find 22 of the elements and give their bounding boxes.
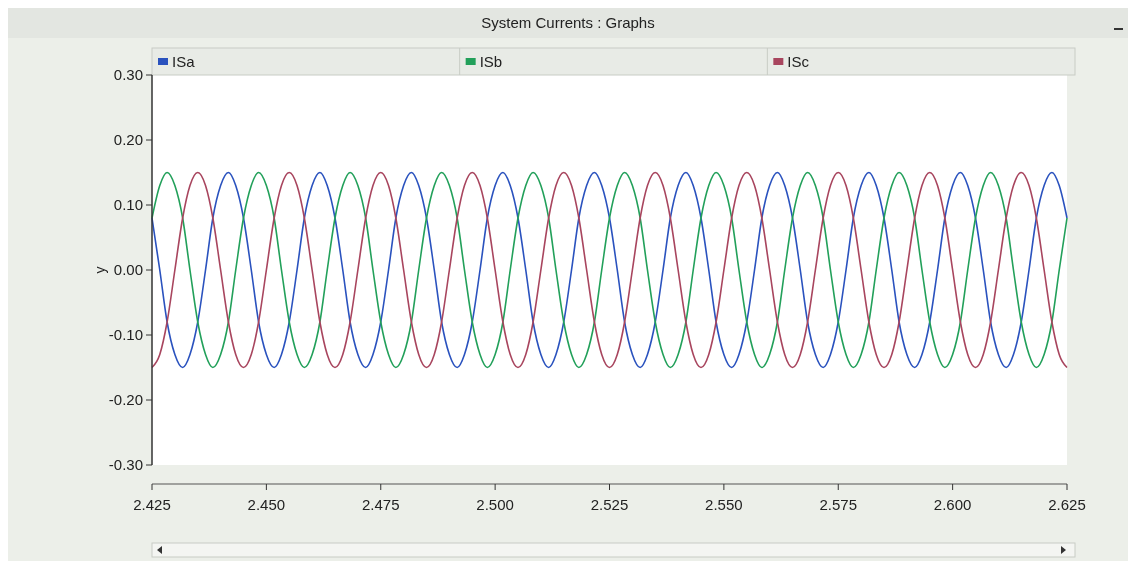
x-tick-label: 2.575 — [819, 496, 858, 513]
y-tick-label: 0.00 — [113, 261, 143, 278]
x-tick-label: 2.475 — [361, 496, 400, 513]
y-axis-title: y — [92, 266, 108, 274]
legend-label: ISa — [172, 53, 196, 70]
y-tick-label: -0.20 — [108, 391, 143, 408]
x-tick-label: 2.550 — [705, 496, 743, 513]
line-series — [151, 171, 1068, 369]
x-tick-label: 2.425 — [133, 496, 171, 513]
x-tick-label: 2.600 — [933, 496, 972, 513]
legend-label: ISb — [479, 53, 503, 70]
x-tick-label: 2.500 — [476, 496, 514, 513]
chart-title: System Currents : Graphs — [481, 14, 655, 31]
x-tick-label: 2.450 — [247, 496, 286, 513]
x-tick-label: 2.525 — [590, 496, 629, 513]
legend-label: ISc — [787, 53, 810, 70]
y-tick-label: 0.10 — [113, 196, 143, 213]
y-tick-label: -0.30 — [108, 456, 143, 473]
y-tick-label: -0.10 — [108, 326, 143, 343]
x-tick-label: 2.625 — [1048, 496, 1086, 513]
y-tick-label: 0.30 — [113, 66, 143, 83]
y-tick-label: 0.20 — [113, 131, 143, 148]
